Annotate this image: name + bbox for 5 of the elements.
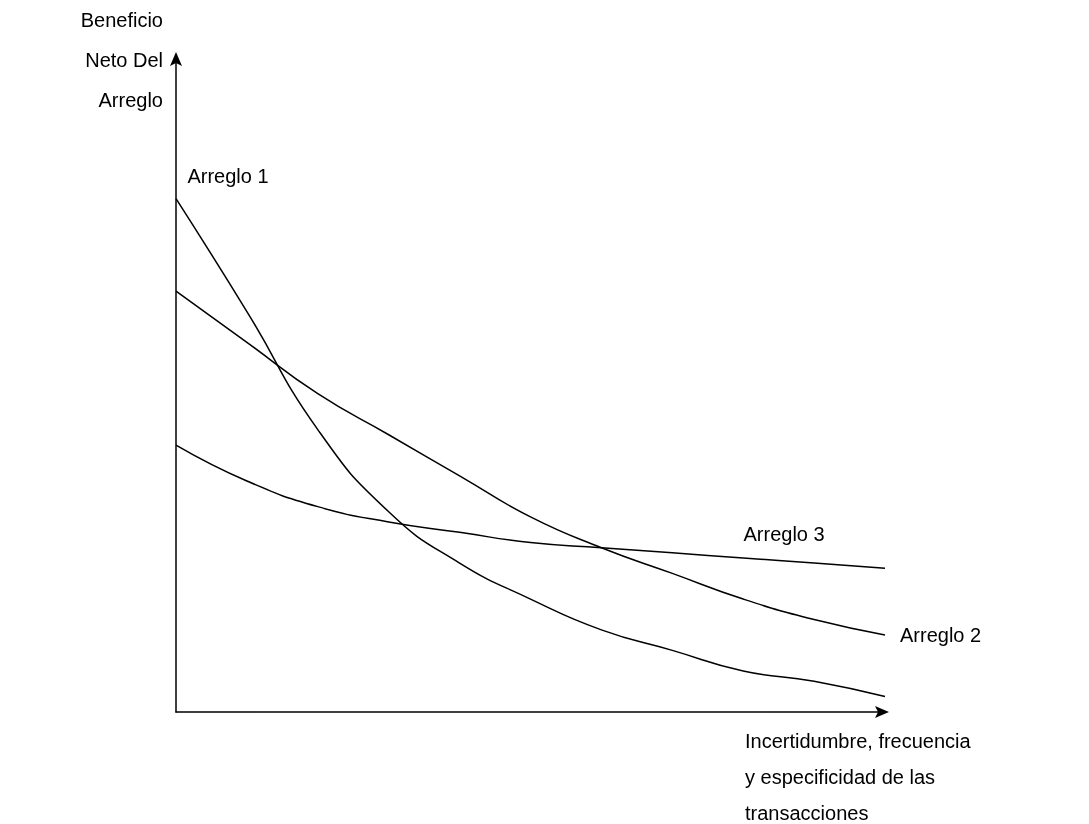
series-label: Arreglo 1 [187,164,269,187]
series-label: Arreglo 2 [900,623,982,646]
y-axis-title: Beneficio Neto Del Arreglo [79,8,163,113]
series-label: Arreglo 3 [743,523,825,546]
x-axis-title: Incertidumbre, frecuencia y especificidad de las transacciones [745,729,972,824]
